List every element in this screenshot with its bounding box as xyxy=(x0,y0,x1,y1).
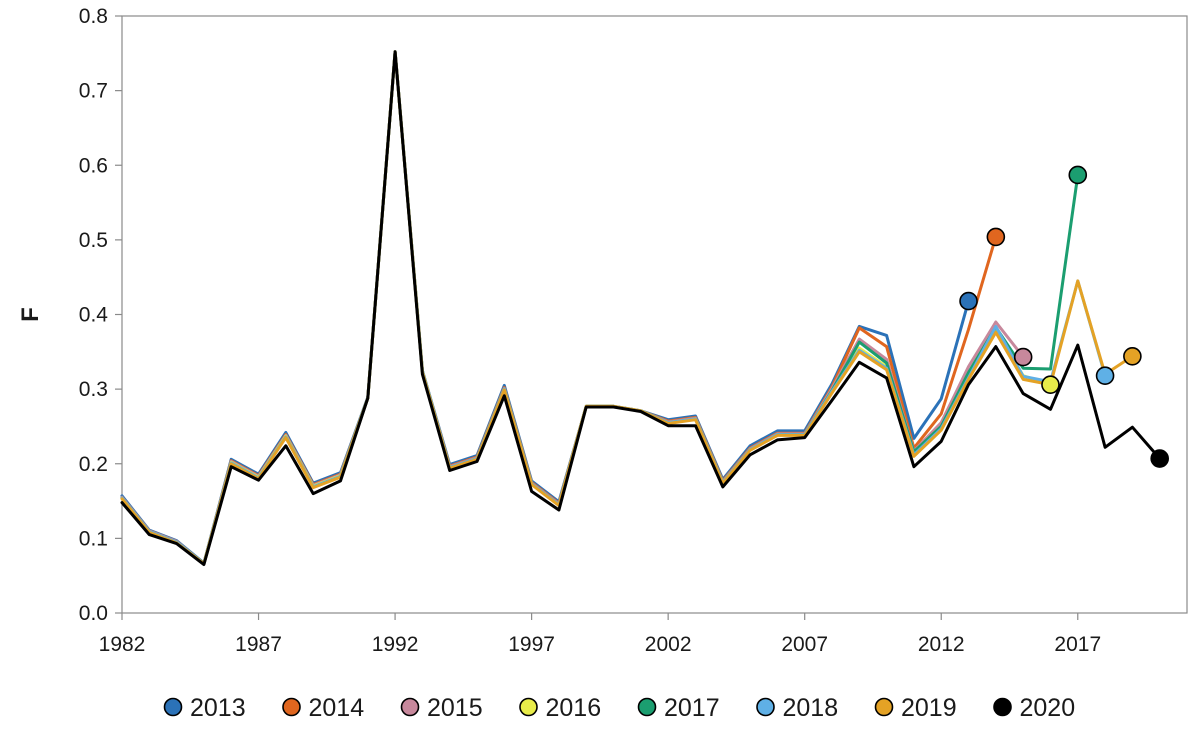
x-tick-label: 1982 xyxy=(99,633,146,656)
legend-label: 2017 xyxy=(664,694,720,722)
legend-marker xyxy=(519,697,538,717)
series-end-marker-2015 xyxy=(1013,347,1033,367)
legend-label: 2019 xyxy=(901,694,957,722)
series-line-2020 xyxy=(120,50,1162,566)
legend-marker xyxy=(282,697,301,717)
x-tick-label: 2002 xyxy=(645,633,692,656)
legend-marker xyxy=(993,697,1012,717)
legend-item-2020: 2020 xyxy=(993,694,1076,722)
y-tick-label: 0.6 xyxy=(79,154,108,177)
legend-item-2019: 2019 xyxy=(874,694,957,722)
y-tick-label: 0.0 xyxy=(79,602,108,625)
series-end-marker-2017 xyxy=(1068,165,1088,185)
legend-item-2016: 2016 xyxy=(519,694,602,722)
plot-frame xyxy=(121,15,1188,614)
series-end-marker-2014 xyxy=(986,227,1006,247)
y-tick-label: 0.7 xyxy=(79,80,108,103)
y-tick-label: 0.3 xyxy=(79,378,108,401)
x-tick-label: 2017 xyxy=(1054,633,1101,656)
x-tick-label: 2007 xyxy=(781,633,828,656)
series-end-marker-2018 xyxy=(1095,366,1115,385)
y-tick-label: 0.8 xyxy=(79,5,108,28)
series-end-marker-2013 xyxy=(959,291,978,311)
series-line-2014 xyxy=(120,50,998,566)
legend-marker xyxy=(874,697,894,717)
legend-marker xyxy=(756,697,775,717)
series-end-markers xyxy=(959,165,1169,468)
y-tick-label: 0.2 xyxy=(79,453,108,476)
series-line-2018 xyxy=(120,50,1107,566)
x-tick-label: 1992 xyxy=(372,633,419,656)
legend-item-2018: 2018 xyxy=(756,694,839,722)
legend-item-2013: 2013 xyxy=(163,694,246,722)
y-axis-title: F xyxy=(17,307,44,322)
legend-label: 2020 xyxy=(1020,694,1076,722)
legend-label: 2013 xyxy=(190,694,246,722)
series-end-marker-2019 xyxy=(1123,346,1142,366)
legend: 2013 2014 2015 2016 2017 2018 2019 2020 xyxy=(163,694,1076,722)
legend-label: 2015 xyxy=(427,694,483,722)
y-tick-label: 0.4 xyxy=(79,304,109,327)
legend-marker xyxy=(400,697,420,717)
y-tick-label: 0.1 xyxy=(79,527,108,550)
y-tick-label: 0.5 xyxy=(79,229,108,252)
x-axis: 1982 1987 1992 1997 2002 2007 2012 2017 xyxy=(99,613,1101,656)
series-end-marker-2016 xyxy=(1041,375,1060,394)
series-line-2019 xyxy=(120,50,1134,566)
x-tick-label: 2012 xyxy=(918,633,965,656)
x-tick-label: 1987 xyxy=(235,633,282,656)
y-axis: 0.0 0.1 0.2 0.3 0.4 0.5 0.6 0.7 0.8 xyxy=(79,5,122,625)
legend-label: 2018 xyxy=(783,694,839,722)
series-line-2017 xyxy=(120,50,1080,566)
plot-area xyxy=(121,15,1188,614)
series-line-2016 xyxy=(120,50,1052,566)
series-line-2015 xyxy=(120,50,1025,566)
legend-item-2017: 2017 xyxy=(637,694,720,722)
series-end-marker-2020 xyxy=(1150,449,1169,468)
legend-marker xyxy=(163,697,183,717)
legend-label: 2016 xyxy=(546,694,602,722)
legend-item-2014: 2014 xyxy=(282,694,365,722)
x-tick-label: 1997 xyxy=(508,633,555,656)
series-lines xyxy=(120,50,1162,566)
legend-label: 2014 xyxy=(309,694,365,722)
legend-marker xyxy=(637,697,657,717)
legend-item-2015: 2015 xyxy=(400,694,483,722)
series-line-2013 xyxy=(120,50,970,565)
